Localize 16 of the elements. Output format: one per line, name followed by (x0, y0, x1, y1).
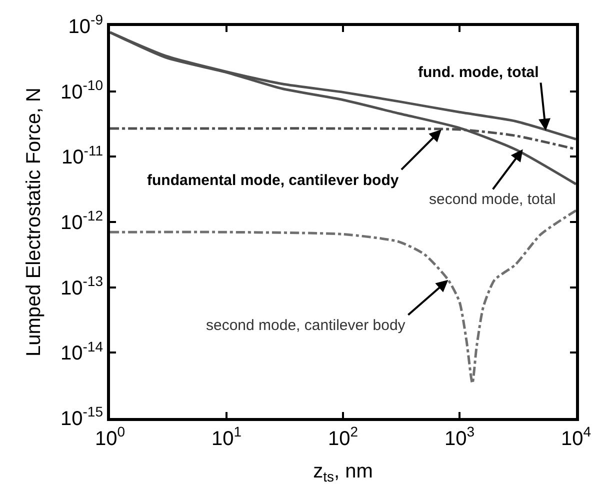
y-axis-title: Lumped Electrostatic Force, N (23, 88, 46, 356)
y-tick-label: 10$^{-12}$ (60, 208, 104, 234)
y-tick-label: 10$^{-13}$ (60, 272, 104, 300)
annotation: second mode, cantilever body (206, 317, 406, 334)
annotation: fund. mode, total (418, 64, 539, 81)
x-axis-title: z$_{ts}$, nm (313, 460, 373, 485)
y-tick-label: 10$^{-11}$ (62, 142, 104, 169)
annotation: second mode, total (429, 191, 556, 208)
annotation: fundamental mode, cantilever body (147, 172, 400, 189)
x-tick-label: 10$^{4}$ (560, 424, 592, 450)
x-tick-label: 10$^{2}$ (328, 424, 358, 450)
x-tick-label: 10$^{1}$ (211, 424, 242, 450)
y-tick-label: 10$^{-14}$ (60, 338, 104, 365)
x-tick-label: 10$^{3}$ (444, 424, 475, 450)
y-tick-label: 10$^{-9}$ (68, 12, 104, 38)
y-tick-label: 10$^{-10}$ (60, 76, 104, 104)
